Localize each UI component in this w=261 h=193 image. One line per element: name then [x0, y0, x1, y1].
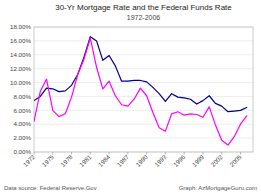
x-tick-label: 2005: [228, 153, 243, 168]
grid-line: [34, 82, 253, 83]
x-tick: [109, 152, 110, 155]
x-tick-label: 1999: [190, 153, 205, 168]
x-tick: [146, 152, 147, 155]
x-tick: [221, 152, 222, 155]
x-tick: [52, 152, 53, 155]
grid-line: [34, 68, 253, 69]
grid-line: [34, 54, 253, 55]
plot-frame: [34, 27, 253, 152]
subtitle: 1972-2006: [127, 14, 161, 21]
x-tick: [184, 152, 185, 155]
grid-line: [34, 40, 253, 41]
x-tick-label: 2002: [209, 153, 224, 168]
x-tick: [34, 152, 35, 155]
y-tick-label: 6.00%: [13, 107, 31, 114]
y-tick-label: 2.00%: [13, 134, 31, 141]
y-tick-label: 14.00%: [10, 51, 31, 58]
y-tick-label: 8.00%: [13, 93, 31, 100]
x-tick: [165, 152, 166, 155]
x-tick: [202, 152, 203, 155]
x-tick-label: 1981: [78, 153, 93, 168]
x-tick-label: 1987: [115, 153, 130, 168]
y-tick-label: 12.00%: [10, 65, 31, 72]
x-tick-label: 1984: [97, 153, 112, 168]
chart: 30-Yr Mortgage Rate and the Federal Fund…: [0, 0, 261, 193]
x-tick: [127, 152, 128, 155]
y-tick-label: 18.00%: [10, 23, 31, 30]
x-tick-label: 1993: [153, 153, 168, 168]
series-line: [34, 38, 247, 145]
y-tick-label: 4.00%: [13, 120, 31, 127]
grid: [34, 27, 253, 152]
footnote: Graph: AzMortgageGuru.com: [179, 185, 257, 191]
x-tick-label: 1978: [59, 153, 74, 168]
x-tick: [71, 152, 72, 155]
x-tick-label: 1972: [22, 153, 37, 168]
x-tick-label: 1975: [40, 153, 55, 168]
y-tick-label: 0.00%: [13, 148, 31, 155]
title: 30-Yr Mortgage Rate and the Federal Fund…: [55, 3, 232, 12]
y-tick-label: 16.00%: [10, 37, 31, 44]
x-tick: [240, 152, 241, 155]
x-tick-label: 1996: [172, 153, 187, 168]
x-tick: [90, 152, 91, 155]
y-axis: 0.00% 2.00% 4.00% 6.00% 8.00% 10.00% 12.00% 14.…: [10, 23, 31, 155]
grid-line: [34, 124, 253, 125]
series-line: [34, 37, 247, 112]
lines: [34, 37, 247, 145]
x-axis: 1972197519781981198419871990199319961999…: [22, 152, 244, 168]
y-tick-label: 10.00%: [10, 79, 31, 86]
footnote: Data source: Federal Reserve.Gov: [4, 185, 97, 191]
x-tick-label: 1990: [134, 153, 149, 168]
grid-line: [34, 96, 253, 97]
